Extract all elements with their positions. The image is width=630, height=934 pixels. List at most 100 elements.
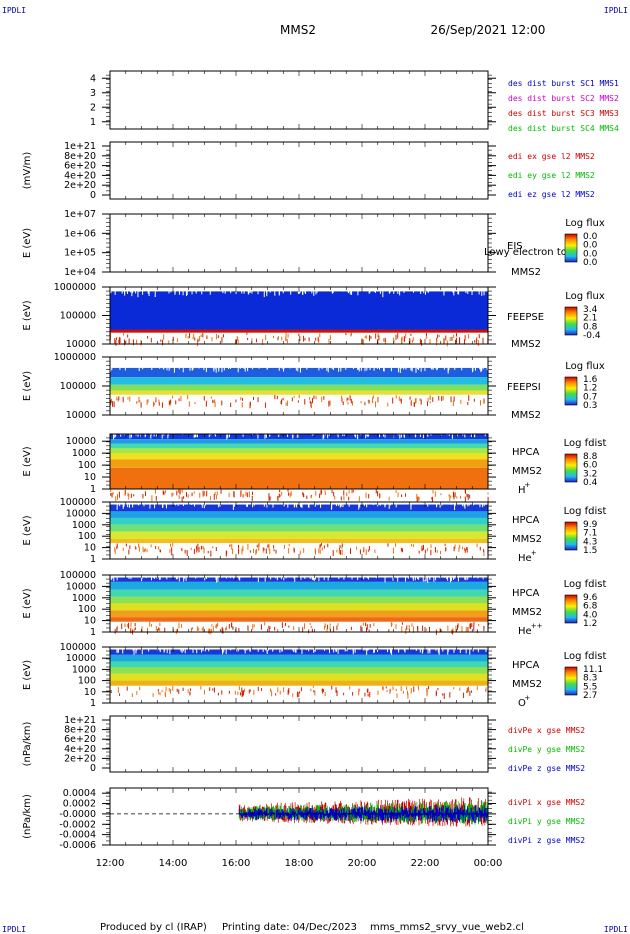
panel-frame: [109, 70, 489, 130]
y-tick-label: 4e+20: [64, 170, 96, 181]
footer-filename: mms_mms2_srvy_vue_web2.cl: [370, 922, 524, 933]
x-tick-label: 14:00: [159, 858, 188, 869]
colorbar-title: Log flux: [565, 361, 605, 372]
colorbar-title: Log fdist: [564, 438, 607, 449]
instrument-label: HPCA: [512, 588, 540, 599]
panel-feeps-electron: 1000000 100000 10000 E (eV) FEEPSE MMS2 Log fl…: [22, 282, 605, 350]
colorbar-tick-label: 8.3: [583, 674, 597, 684]
y-tick-label: 6e+20: [64, 734, 96, 745]
y-tick-label: 2e+20: [64, 753, 96, 764]
spacecraft-label: MMS2: [512, 534, 542, 545]
overlay-label: Lowy electron to: [484, 247, 567, 258]
colorbar-tick-label: 6.0: [583, 461, 598, 471]
colorbar-tick-label: 0.8: [583, 322, 598, 332]
colorbar-tick-label: 8.8: [583, 452, 598, 462]
heatmap-speckle: [110, 363, 488, 409]
y-tick-label: 1000000: [54, 352, 96, 363]
y-tick-label: 1: [90, 554, 96, 565]
y-tick-label: 100: [78, 604, 96, 615]
heatmap-band: [110, 443, 488, 449]
y-tick-label: 1000: [72, 593, 96, 604]
species-label: He: [518, 626, 532, 637]
heatmap-speckle: [110, 287, 489, 347]
heatmap-band: [110, 649, 488, 655]
corner-label-top-left: IPDLI: [2, 6, 26, 15]
heatmap-speckle: [114, 500, 489, 557]
colorbar-tick-label: 1.6: [583, 375, 598, 385]
legend-entry: divPe z gse MMS2: [508, 764, 585, 773]
heatmap-band: [110, 617, 488, 622]
colorbar-tick-label: 2.1: [583, 314, 597, 324]
y-tick-label: -0.0006: [59, 840, 96, 851]
heatmap-speckle: [110, 645, 489, 699]
heatmap-band: [110, 667, 488, 674]
heatmap-band: [110, 680, 488, 686]
y-tick-label: 100: [78, 460, 96, 471]
y-axis-label: (nPa/km): [22, 722, 33, 767]
x-tick-label: 12:00: [96, 858, 125, 869]
legend-entry: des dist burst SC3 MMS3: [508, 109, 619, 118]
y-tick-label: 100000: [60, 570, 96, 581]
heatmap-band: [110, 524, 488, 532]
y-tick-label: 10000: [66, 410, 96, 421]
spacecraft-label: MMS2: [512, 466, 542, 477]
x-tick-label: 18:00: [285, 858, 314, 869]
y-tick-label: 10000: [66, 436, 96, 447]
corner-label-bottom-left: IPDLI: [2, 925, 26, 934]
colorbar-tick-label: 0.0: [583, 232, 598, 242]
y-tick-label: 10: [84, 616, 96, 627]
spacecraft-label: MMS2: [512, 607, 542, 618]
species-label: O: [518, 698, 526, 709]
colorbar-tick-label: 0.4: [583, 478, 598, 488]
colorbar: [564, 453, 578, 483]
x-tick-label: 22:00: [411, 858, 440, 869]
heatmap-band: [110, 531, 488, 539]
y-tick-label: 3: [90, 88, 96, 99]
spacecraft-label: MMS2: [511, 267, 541, 278]
heatmap-band: [110, 367, 488, 378]
species-label: H: [518, 485, 526, 496]
heatmap-band: [110, 384, 488, 391]
y-axis-label: (mV/m): [22, 152, 33, 190]
x-tick-label: 16:00: [222, 858, 251, 869]
y-axis-label: E (eV): [22, 371, 33, 401]
panel-frame: [109, 715, 489, 773]
y-axis-label: (nPa/km): [22, 794, 33, 839]
y-tick-label: 100: [78, 676, 96, 687]
y-tick-label: 100000: [60, 311, 96, 322]
y-tick-label: 100000: [60, 497, 96, 508]
y-tick-label: 0: [90, 763, 96, 774]
legend-entry: divPe x gse MMS2: [508, 726, 585, 735]
y-tick-label: 1e+07: [64, 209, 96, 220]
colorbar-tick-label: 9.9: [583, 520, 598, 530]
instrument-label: HPCA: [512, 515, 540, 526]
colorbar-tick-label: 0.0: [583, 258, 598, 268]
colorbar-tick-label: 4.0: [583, 610, 598, 620]
colorbar-tick-label: 5.5: [583, 682, 597, 692]
heatmap-speckle: [110, 573, 489, 635]
heatmap-band: [110, 453, 488, 460]
colorbar-tick-label: 7.1: [583, 529, 597, 539]
heatmap-band: [110, 504, 488, 512]
y-tick-label: 1: [90, 484, 96, 495]
y-tick-label: 0: [90, 190, 96, 201]
y-tick-label: 1e+06: [64, 228, 96, 239]
colorbar-title: Log flux: [565, 291, 605, 302]
x-tick-label: 00:00: [474, 858, 503, 869]
y-tick-label: 100: [78, 531, 96, 542]
species-charge-label: +: [531, 549, 537, 557]
y-tick-label: 1000000: [54, 282, 96, 293]
colorbar-tick-label: 1.2: [583, 619, 597, 629]
y-tick-label: 8e+20: [64, 151, 96, 162]
legend-entry: divPi y gse MMS2: [508, 817, 585, 826]
spacecraft-label: MMS2: [511, 410, 541, 421]
panel-eis: 1e+07 1e+06 1e+05 1e+04 E (eV) EIS MMS2 Lowy el…: [22, 209, 605, 278]
heatmap-band: [110, 610, 488, 618]
colorbar-tick-label: 3.4: [583, 305, 598, 315]
heatmap-band: [110, 439, 488, 444]
colorbar: [564, 233, 578, 263]
